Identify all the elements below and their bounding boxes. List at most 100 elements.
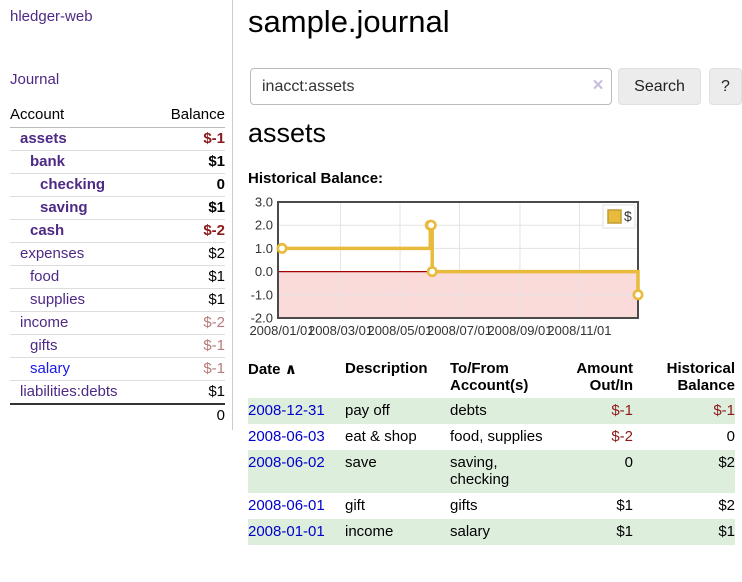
account-link-supplies[interactable]: supplies: [30, 291, 86, 308]
account-row: cash $-2: [10, 219, 225, 243]
balance-chart[interactable]: 3.0 2.0 1.0 0.0 -1.0 -2.0 2008/01/01 2008/03/01…: [242, 195, 644, 345]
svg-text:1.0: 1.0: [255, 241, 273, 256]
account-balance: $-1: [203, 130, 225, 147]
register-row: 2008-06-03 eat & shop food, supplies $-2 0: [248, 424, 735, 450]
transaction-accounts: salary: [450, 523, 491, 540]
help-button[interactable]: ?: [709, 68, 742, 105]
account-row: checking 0: [10, 173, 225, 197]
account-link-cash[interactable]: cash: [30, 222, 65, 239]
transaction-description: gift: [345, 497, 366, 514]
account-heading: assets: [248, 118, 327, 148]
account-link-gifts[interactable]: gifts: [30, 337, 58, 354]
accounts-total-value: 0: [152, 403, 225, 427]
svg-text:2008/01/01: 2008/01/01: [249, 323, 314, 338]
account-balance: $1: [152, 380, 225, 404]
svg-text:3.0: 3.0: [255, 195, 273, 210]
register-row: 2008-01-01 income salary $1 $1: [248, 519, 735, 545]
svg-text:-2.0: -2.0: [251, 311, 273, 326]
transaction-amount: $-1: [611, 402, 633, 419]
search-button[interactable]: Search: [618, 68, 701, 105]
account-balance: 0: [152, 173, 225, 197]
account-balance: $1: [152, 196, 225, 220]
transaction-amount: 0: [624, 454, 633, 471]
transaction-balance: $2: [718, 497, 735, 514]
account-row: saving $1: [10, 196, 225, 220]
transaction-accounts: food, supplies: [450, 428, 543, 445]
register-col-date[interactable]: Date ∧: [248, 361, 297, 378]
account-balance: $-2: [152, 219, 225, 243]
clear-search-icon[interactable]: ×: [592, 75, 604, 96]
account-link-bank[interactable]: bank: [30, 153, 66, 170]
transaction-description: save: [345, 454, 377, 471]
account-row: assets $-1: [10, 128, 225, 151]
account-balance: $-1: [152, 357, 225, 381]
account-row: bank $1: [10, 150, 225, 174]
svg-text:0.0: 0.0: [255, 264, 273, 279]
register-row: 2008-06-02 save saving, checking 0 $2: [248, 450, 735, 493]
transaction-accounts: gifts: [450, 497, 478, 514]
chart-title: Historical Balance:: [248, 170, 384, 187]
register-body: 2008-12-31 pay off debts $-1 $-1 2008-06-03 ea…: [248, 398, 735, 545]
register-col-balance: Historical Balance: [666, 360, 735, 394]
account-link-liabilities-debts[interactable]: liabilities:debts: [20, 383, 118, 400]
svg-text:2008/03/01: 2008/03/01: [308, 323, 373, 338]
transaction-amount: $1: [616, 523, 633, 540]
account-link-income[interactable]: income: [20, 314, 69, 331]
register-row: 2008-12-31 pay off debts $-1 $-1: [248, 398, 735, 424]
sidebar-item-journal[interactable]: Journal: [10, 71, 60, 88]
transaction-accounts: saving, checking: [450, 454, 510, 488]
accounts-total-row: 0: [10, 403, 225, 427]
account-balance: $1: [152, 265, 225, 289]
register-table: Date ∧ Description To/From Account(s) Am…: [248, 358, 735, 545]
account-row: expenses $2: [10, 242, 225, 266]
transaction-accounts: debts: [450, 402, 487, 419]
brand-link[interactable]: hledger-web: [10, 8, 93, 25]
account-balance: $2: [152, 242, 225, 266]
search-form: × Search ?: [250, 68, 742, 105]
transaction-date-link[interactable]: 2008-06-03: [248, 428, 325, 445]
svg-text:2008/09/01: 2008/09/01: [487, 323, 552, 338]
account-balance: $1: [152, 288, 225, 312]
transaction-balance: $-1: [713, 402, 735, 419]
account-link-saving[interactable]: saving: [40, 199, 88, 216]
transaction-date-link[interactable]: 2008-12-31: [248, 402, 325, 419]
svg-text:$: $: [624, 208, 632, 224]
accounts-table: Account Balance assets $-1 bank $1 checking 0…: [10, 103, 225, 427]
account-link-assets[interactable]: assets: [20, 130, 67, 147]
account-link-checking[interactable]: checking: [40, 176, 106, 193]
svg-text:-1.0: -1.0: [251, 287, 273, 302]
account-row: gifts $-1: [10, 334, 225, 358]
sort-asc-icon: ∧: [284, 361, 297, 378]
account-balance: $-1: [152, 334, 225, 358]
transaction-balance: $2: [718, 454, 735, 471]
account-link-expenses[interactable]: expenses: [20, 245, 85, 262]
search-input[interactable]: [250, 68, 612, 105]
transaction-date-link[interactable]: 2008-06-01: [248, 497, 325, 514]
account-row: food $1: [10, 265, 225, 289]
sidebar: hledger-web Journal Account Balance asse…: [0, 0, 233, 430]
account-link-salary[interactable]: salary: [30, 360, 71, 377]
account-balance: $-2: [152, 311, 225, 335]
page-title: sample.journal: [248, 4, 450, 39]
register-col-accounts: To/From Account(s): [450, 360, 529, 394]
accounts-body: assets $-1 bank $1 checking 0 saving $1 cash $-2 e…: [10, 128, 225, 427]
transaction-date-link[interactable]: 2008-01-01: [248, 523, 325, 540]
account-balance: $1: [152, 150, 225, 174]
account-row: supplies $1: [10, 288, 225, 312]
svg-text:2008/05/01: 2008/05/01: [367, 323, 432, 338]
account-row: liabilities:debts $1: [10, 380, 225, 404]
transaction-balance: $1: [718, 523, 735, 540]
svg-text:2008/07/01: 2008/07/01: [427, 323, 492, 338]
register-header-row: Date ∧ Description To/From Account(s) Am…: [248, 358, 735, 398]
transaction-description: pay off: [345, 402, 390, 419]
transaction-amount: $1: [616, 497, 633, 514]
chart-svg: 3.0 2.0 1.0 0.0 -1.0 -2.02008/01/012008/03/01…: [249, 195, 644, 338]
transaction-amount: $-2: [611, 428, 633, 445]
register-col-description: Description: [345, 360, 428, 377]
transaction-description: eat & shop: [345, 428, 417, 445]
account-link-food[interactable]: food: [30, 268, 60, 285]
transaction-balance: 0: [726, 428, 735, 445]
accounts-col-balance: Balance: [152, 103, 225, 128]
transaction-date-link[interactable]: 2008-06-02: [248, 454, 325, 471]
accounts-col-account: Account: [10, 103, 153, 128]
